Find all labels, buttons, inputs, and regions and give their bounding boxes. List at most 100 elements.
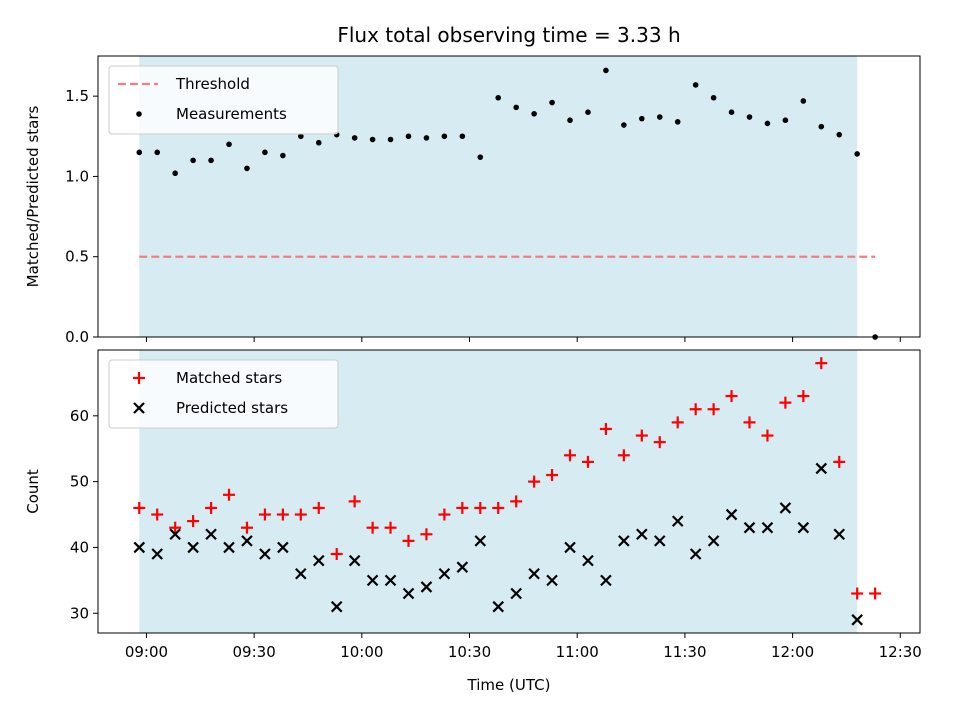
data-point — [151, 548, 164, 560]
data-point — [294, 508, 307, 521]
data-point — [800, 98, 807, 104]
data-point — [743, 521, 756, 534]
data-point — [240, 521, 253, 534]
legend: Threshold Measurements — [108, 65, 339, 135]
data-point — [510, 495, 523, 508]
data-point — [133, 541, 146, 554]
data-point — [277, 541, 289, 554]
x-tick-label: 11:00 — [556, 643, 599, 661]
data-point — [474, 535, 487, 547]
data-point — [459, 133, 466, 140]
data-point — [513, 104, 519, 111]
y-tick-label: 1.0 — [65, 167, 89, 185]
data-point — [187, 515, 200, 528]
data-point — [405, 133, 412, 140]
data-point — [402, 587, 415, 600]
data-point — [492, 600, 505, 613]
data-point — [528, 475, 541, 488]
data-point — [384, 521, 397, 534]
legend-box — [108, 65, 339, 135]
data-point — [420, 581, 433, 593]
data-point — [495, 94, 502, 101]
legend: Matched stars Predicted stars — [108, 359, 339, 429]
data-point — [531, 111, 537, 117]
data-point — [366, 521, 379, 534]
data-point — [262, 149, 268, 156]
data-point — [546, 574, 558, 587]
data-point — [456, 561, 469, 573]
data-point — [223, 488, 236, 501]
x-tick-label: 12:30 — [879, 643, 922, 661]
data-point — [836, 131, 843, 138]
data-point — [223, 541, 235, 554]
data-point — [549, 99, 555, 106]
data-point — [833, 528, 846, 541]
data-point — [567, 117, 573, 124]
data-point — [366, 574, 379, 587]
axes-frame — [97, 55, 921, 338]
data-point — [671, 515, 684, 527]
data-point — [869, 587, 882, 600]
data-point — [438, 508, 451, 521]
data-point — [295, 567, 307, 580]
data-point — [600, 574, 612, 587]
data-point — [276, 508, 289, 521]
axes-frame — [97, 349, 921, 634]
y-tick-label: 0.0 — [65, 328, 89, 346]
data-point — [133, 501, 146, 514]
legend-label: Predicted stars — [176, 399, 288, 417]
data-point — [854, 151, 860, 157]
data-point — [187, 541, 199, 554]
data-point — [617, 449, 630, 462]
data-point — [244, 165, 250, 172]
legend-marker — [133, 402, 145, 414]
data-point — [259, 548, 271, 560]
data-point — [761, 521, 774, 534]
y-tick-label: 1.5 — [65, 87, 89, 105]
data-point — [581, 455, 594, 468]
data-point — [330, 600, 343, 613]
data-point — [205, 528, 217, 541]
data-point — [833, 455, 846, 468]
y-axis-label: Matched/Predicted stars — [24, 106, 42, 288]
data-point — [420, 528, 433, 541]
data-point — [779, 502, 792, 514]
data-point — [761, 429, 774, 442]
data-point — [510, 587, 522, 600]
data-point — [689, 548, 702, 560]
data-point — [258, 508, 271, 521]
data-point — [330, 548, 343, 561]
y-tick-label: 60 — [70, 407, 89, 425]
data-point — [456, 501, 469, 514]
data-point — [423, 135, 430, 141]
data-point — [312, 501, 325, 514]
data-point — [815, 462, 828, 475]
x-axis-label: Time (UTC) — [467, 676, 551, 694]
x-tick-label: 11:30 — [663, 643, 706, 661]
data-point — [546, 469, 559, 482]
data-point — [585, 109, 591, 115]
y-tick-label: 40 — [70, 538, 89, 556]
data-point — [851, 587, 864, 600]
data-point — [818, 123, 825, 130]
data-point — [689, 403, 702, 416]
data-point — [402, 534, 415, 547]
legend-label: Matched stars — [176, 369, 282, 387]
x-tick-label: 10:00 — [340, 643, 383, 661]
y-tick-label: 0.5 — [65, 248, 89, 266]
series-measurements — [136, 67, 878, 340]
data-point — [797, 390, 810, 403]
data-point — [743, 416, 756, 429]
x-tick-label: 12:00 — [771, 643, 814, 661]
data-point — [779, 396, 792, 409]
data-point — [746, 114, 753, 120]
data-point — [599, 422, 612, 435]
data-point — [528, 567, 540, 580]
data-point — [725, 508, 738, 521]
legend-marker — [136, 111, 142, 117]
data-point — [136, 149, 143, 156]
data-point — [190, 157, 196, 164]
data-point — [169, 528, 181, 541]
data-point — [728, 109, 735, 115]
